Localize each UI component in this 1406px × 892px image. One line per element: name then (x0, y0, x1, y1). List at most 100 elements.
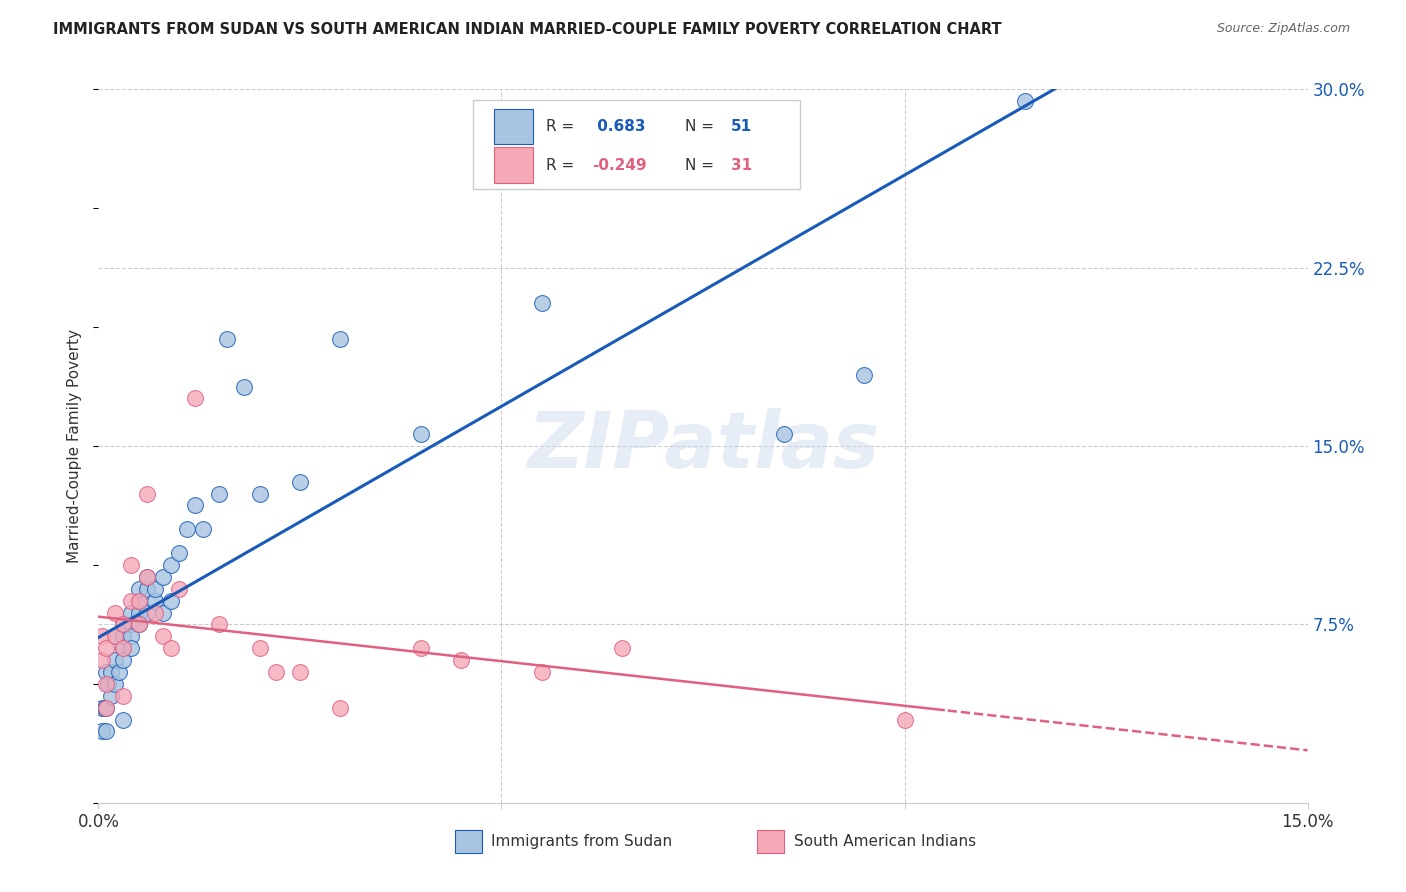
Point (96, 665, 118, 679)
Point (135, 570, 157, 584)
FancyBboxPatch shape (758, 830, 785, 853)
Point (450, 653, 472, 667)
Point (94, 700, 117, 714)
Text: 31: 31 (731, 158, 752, 172)
Point (111, 617, 134, 632)
Point (111, 617, 134, 632)
Point (91, 700, 114, 714)
Point (612, 641, 634, 656)
Point (120, 558, 142, 572)
Point (264, 665, 287, 679)
Point (176, 522, 198, 536)
Point (97, 677, 120, 691)
Text: ZIPatlas: ZIPatlas (527, 408, 879, 484)
Point (103, 653, 125, 667)
Point (1014, 94, 1036, 108)
Point (96, 724, 118, 739)
Point (91, 724, 114, 739)
Point (135, 606, 157, 620)
Point (103, 606, 125, 620)
Point (91, 653, 114, 667)
Point (128, 606, 150, 620)
FancyBboxPatch shape (456, 830, 482, 853)
Point (107, 665, 129, 679)
FancyBboxPatch shape (474, 100, 800, 189)
Point (120, 606, 142, 620)
Point (152, 570, 174, 584)
Point (329, 700, 352, 714)
Point (128, 617, 150, 632)
Point (160, 593, 183, 607)
Point (530, 296, 553, 310)
FancyBboxPatch shape (494, 109, 533, 145)
Point (249, 486, 271, 500)
Text: 0.683: 0.683 (592, 119, 645, 134)
Text: N =: N = (685, 119, 718, 134)
Point (111, 689, 134, 703)
Point (249, 641, 271, 656)
Point (184, 499, 207, 513)
Text: South American Indians: South American Indians (793, 834, 976, 849)
Point (96, 641, 118, 656)
Point (103, 629, 125, 643)
Point (184, 392, 207, 406)
Point (160, 641, 183, 656)
Point (111, 653, 134, 667)
Point (100, 665, 122, 679)
Point (167, 582, 190, 596)
Text: Immigrants from Sudan: Immigrants from Sudan (492, 834, 672, 849)
Point (152, 629, 174, 643)
Point (96, 700, 118, 714)
Point (772, 427, 794, 442)
Text: R =: R = (546, 158, 579, 172)
Point (120, 641, 142, 656)
Point (232, 379, 254, 393)
Point (111, 641, 134, 656)
Point (111, 713, 134, 727)
Y-axis label: Married-Couple Family Poverty: Married-Couple Family Poverty (67, 329, 83, 563)
Point (128, 582, 150, 596)
Point (96, 677, 118, 691)
Point (103, 677, 125, 691)
Point (152, 606, 174, 620)
Point (530, 665, 553, 679)
Point (103, 629, 125, 643)
Point (288, 475, 311, 489)
Point (128, 593, 150, 607)
Point (208, 486, 231, 500)
Point (208, 617, 231, 632)
Point (143, 582, 166, 596)
Point (120, 629, 142, 643)
Point (100, 689, 122, 703)
Point (120, 617, 142, 632)
Point (193, 522, 215, 536)
Text: R =: R = (546, 119, 579, 134)
Point (409, 427, 432, 442)
Text: N =: N = (685, 158, 718, 172)
Point (128, 593, 150, 607)
Point (853, 368, 876, 382)
Point (91, 629, 114, 643)
Point (111, 641, 134, 656)
Point (120, 593, 142, 607)
FancyBboxPatch shape (494, 147, 533, 183)
Point (96, 700, 118, 714)
Point (160, 558, 183, 572)
Point (288, 665, 311, 679)
Text: -0.249: -0.249 (592, 158, 647, 172)
Point (111, 629, 134, 643)
Point (329, 332, 352, 346)
Point (135, 582, 157, 596)
Point (217, 332, 239, 346)
Point (128, 617, 150, 632)
Point (143, 606, 166, 620)
Point (143, 593, 166, 607)
Text: IMMIGRANTS FROM SUDAN VS SOUTH AMERICAN INDIAN MARRIED-COUPLE FAMILY POVERTY COR: IMMIGRANTS FROM SUDAN VS SOUTH AMERICAN … (53, 22, 1002, 37)
Text: Source: ZipAtlas.com: Source: ZipAtlas.com (1216, 22, 1350, 36)
Point (893, 713, 915, 727)
Point (651, 153, 673, 168)
Point (409, 641, 432, 656)
Text: 51: 51 (731, 119, 752, 134)
Point (135, 570, 157, 584)
Point (135, 486, 157, 500)
